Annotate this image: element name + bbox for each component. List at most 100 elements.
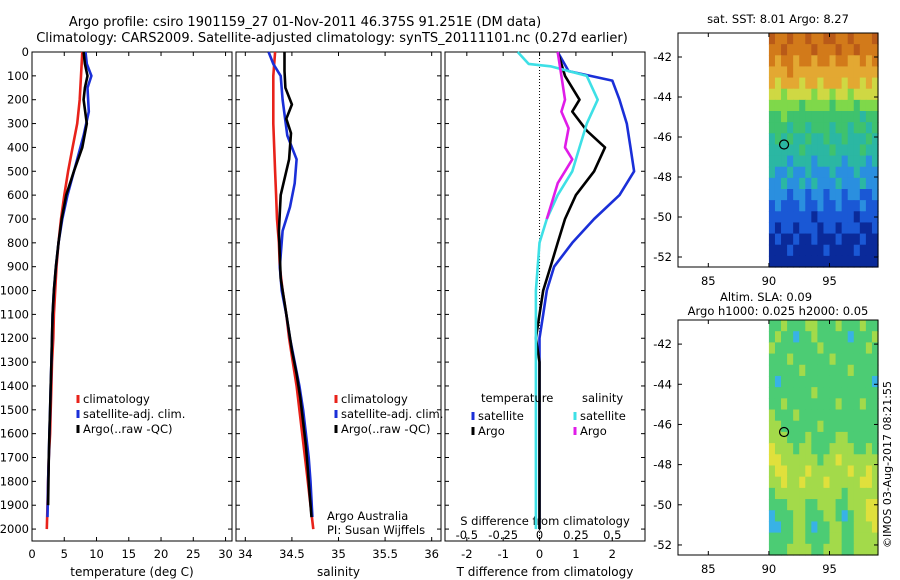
heatmap-cell — [835, 521, 843, 534]
heatmap-cell — [823, 532, 831, 545]
heatmap-cell — [793, 200, 800, 212]
heatmap-cell — [859, 375, 867, 388]
heatmap-cell — [853, 88, 861, 101]
heatmap-cell — [768, 211, 776, 224]
heatmap-cell — [781, 375, 788, 388]
heatmap-cell — [865, 200, 873, 212]
heatmap-cell — [871, 122, 879, 134]
heatmap-cell — [847, 211, 855, 224]
heatmap-cell — [793, 409, 800, 422]
heatmap-cell — [781, 431, 788, 444]
y-tick-label: 1700 — [0, 451, 29, 465]
heatmap-cell — [774, 222, 782, 235]
heatmap-cell — [823, 55, 831, 68]
heatmap-cell — [865, 144, 873, 157]
heatmap-cell — [811, 320, 818, 332]
heatmap-cell — [847, 122, 855, 134]
heatmap-cell — [768, 55, 776, 68]
heatmap-cell — [793, 543, 800, 556]
heatmap-cell — [774, 353, 782, 366]
legend-label: Argo — [478, 424, 505, 438]
heatmap-cell — [829, 133, 837, 146]
y-tick-label: -52 — [653, 250, 672, 264]
heatmap-cell — [811, 420, 818, 433]
heatmap-cell — [853, 353, 861, 366]
heatmap-cell — [774, 166, 782, 179]
heatmap-cell — [847, 375, 855, 388]
heatmap-cell — [799, 77, 806, 90]
heatmap-cell — [768, 133, 776, 146]
heatmap-cell — [823, 211, 831, 224]
heatmap-cell — [787, 398, 794, 411]
heatmap-cell — [805, 211, 812, 224]
heatmap-cell — [835, 200, 843, 212]
heatmap-cell — [871, 133, 879, 146]
heatmap-cell — [793, 465, 800, 478]
heatmap-cell — [865, 133, 873, 146]
heatmap-cell — [817, 521, 825, 534]
heatmap-cell — [811, 476, 818, 489]
heatmap-cell — [799, 454, 806, 467]
heatmap-cell — [817, 375, 825, 388]
heatmap-cell — [859, 244, 867, 257]
heatmap-cell — [859, 211, 867, 224]
heatmap-cell — [847, 66, 855, 79]
heatmap-cell — [829, 255, 837, 268]
heatmap-cell — [835, 398, 843, 411]
heatmap-cell — [835, 387, 843, 399]
heatmap-cell — [835, 499, 843, 511]
heatmap-cell — [787, 364, 794, 377]
map-title: Altim. SLA: 0.09 — [720, 290, 812, 304]
heatmap-cell — [871, 409, 879, 422]
heatmap-cell — [847, 244, 855, 257]
heatmap-cell — [847, 155, 855, 168]
legend-label: Argo(..raw -QC) — [341, 422, 431, 436]
heatmap-cell — [829, 111, 837, 123]
y-tick-label: 600 — [7, 188, 29, 202]
heatmap-cell — [781, 122, 788, 134]
heatmap-cell — [841, 222, 849, 235]
heatmap-cell — [835, 255, 843, 268]
heatmap-cell — [859, 543, 867, 556]
attribution-line2: PI: Susan Wijffels — [327, 523, 425, 537]
heatmap-cell — [865, 122, 873, 134]
heatmap-cell — [859, 398, 867, 411]
heatmap-cell — [781, 200, 788, 212]
heatmap-cell — [793, 510, 800, 523]
heatmap-cell — [853, 166, 861, 179]
heatmap-cell — [841, 320, 849, 332]
heatmap-cell — [865, 331, 873, 343]
heatmap-cell — [768, 387, 776, 399]
heatmap-cell — [847, 144, 855, 157]
heatmap-cell — [793, 364, 800, 377]
heatmap-cell — [793, 476, 800, 489]
x-tick-label: 30 — [218, 547, 233, 561]
heatmap-cell — [781, 454, 788, 467]
heatmap-cell — [768, 99, 776, 112]
heatmap-cell — [811, 353, 818, 366]
heatmap-cell — [835, 431, 843, 444]
heatmap-cell — [787, 222, 794, 235]
heatmap-cell — [774, 111, 782, 123]
heatmap-cell — [853, 55, 861, 68]
heatmap-cell — [793, 342, 800, 355]
heatmap-cell — [829, 66, 837, 79]
heatmap-cell — [817, 122, 825, 134]
heatmap-cell — [847, 200, 855, 212]
heatmap-cell — [805, 431, 812, 444]
heatmap-cell — [787, 465, 794, 478]
heatmap-cell — [799, 409, 806, 422]
heatmap-cell — [823, 77, 831, 90]
heatmap-cell — [799, 200, 806, 212]
heatmap-cell — [787, 443, 794, 455]
y-tick-label: 1400 — [0, 379, 29, 393]
heatmap-cell — [835, 364, 843, 377]
heatmap-cell — [871, 543, 879, 556]
heatmap-cell — [865, 177, 873, 190]
x-axis-label: T difference from climatology — [456, 565, 634, 579]
heatmap-cell — [811, 177, 818, 190]
heatmap-cell — [853, 44, 861, 56]
heatmap-cell — [768, 177, 776, 190]
heatmap-cell — [835, 342, 843, 355]
heatmap-cell — [853, 177, 861, 190]
